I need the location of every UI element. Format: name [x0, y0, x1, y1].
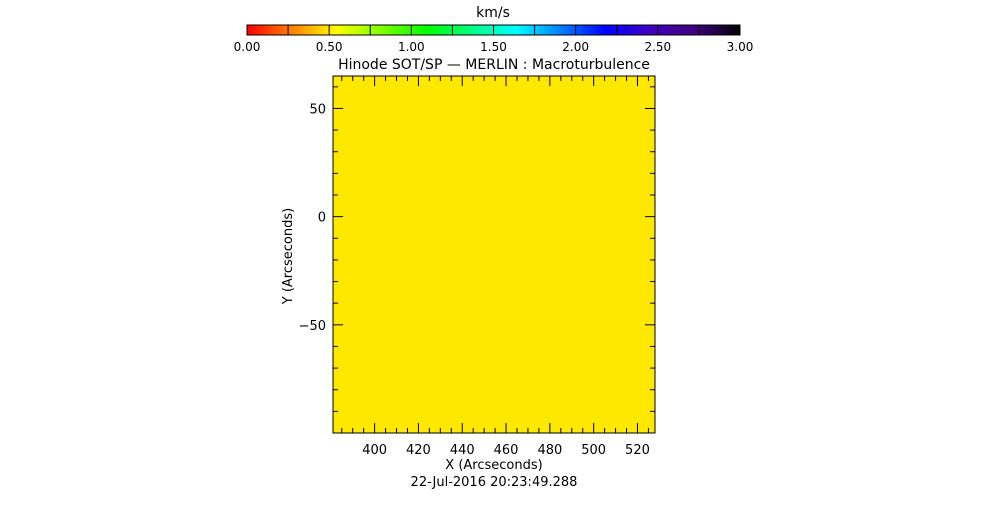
- x-axis-label: X (Arcseconds): [445, 458, 542, 473]
- x-tick-label: 460: [494, 443, 519, 458]
- colorbar-tick-label: 2.00: [562, 40, 589, 54]
- x-tick-label: 400: [362, 443, 387, 458]
- chart-title: Hinode SOT/SP — MERLIN : Macroturbulence: [338, 57, 650, 73]
- colorbar-tick-label: 2.50: [644, 40, 671, 54]
- x-tick-label: 480: [537, 443, 562, 458]
- x-tick-label: 520: [625, 443, 650, 458]
- x-tick-label: 500: [581, 443, 606, 458]
- colorbar-label: km/s: [476, 5, 510, 21]
- colorbar-tick-label: 3.00: [727, 40, 754, 54]
- x-tick-label: 440: [450, 443, 475, 458]
- colorbar-tick-label: 0.50: [316, 40, 343, 54]
- heatmap-fill: [332, 75, 656, 434]
- colorbar-tick-label: 0.00: [234, 40, 261, 54]
- y-tick-label: 0: [318, 211, 326, 226]
- y-tick-label: 50: [309, 102, 326, 117]
- y-tick-label: −50: [299, 319, 326, 334]
- colorbar-tick-label: 1.00: [398, 40, 425, 54]
- y-axis-label: Y (Arcseconds): [281, 208, 296, 305]
- colorbar-tick-label: 1.50: [480, 40, 507, 54]
- timestamp: 22-Jul-2016 20:23:49.288: [411, 475, 578, 490]
- x-tick-label: 420: [406, 443, 431, 458]
